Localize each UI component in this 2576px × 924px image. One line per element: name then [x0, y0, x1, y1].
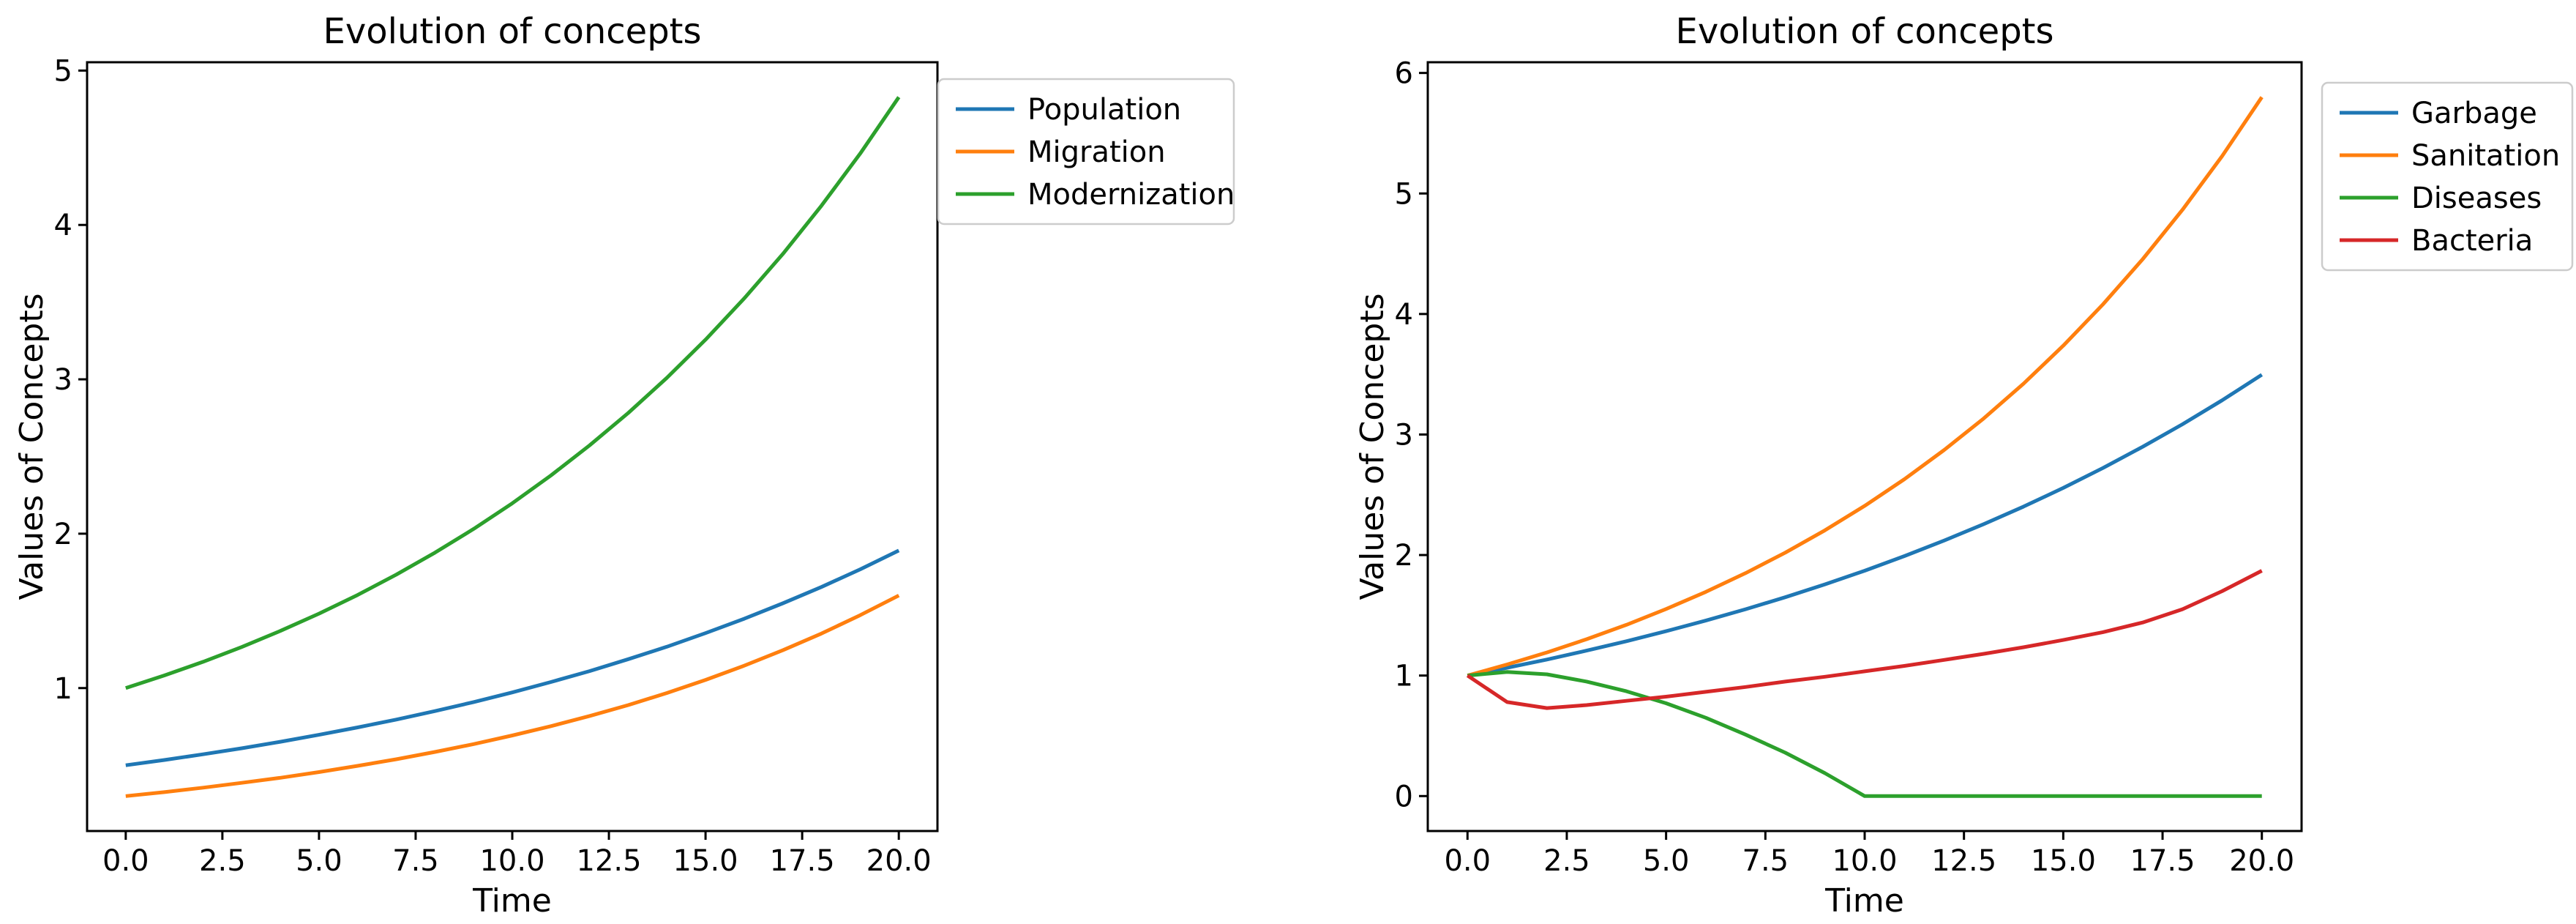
x-axis-label: Time	[1824, 882, 1904, 920]
x-tick-label: 20.0	[866, 844, 932, 878]
x-tick-label: 12.5	[1931, 844, 1996, 878]
x-tick-label: 15.0	[673, 844, 738, 878]
x-tick-label: 5.0	[1643, 844, 1690, 878]
x-tick-label: 7.5	[1742, 844, 1789, 878]
x-tick-label: 7.5	[392, 844, 439, 878]
x-tick-label: 20.0	[2229, 844, 2294, 878]
legend-item: Modernization	[956, 178, 1235, 212]
y-tick-label: 5	[54, 54, 72, 88]
line-bacteria	[1466, 569, 2263, 710]
y-tick-label: 4	[54, 209, 72, 242]
y-tick-label: 2	[54, 518, 72, 551]
x-axis: 0.0 2.5 5.0 7.5 10.0 12.5 15.0 17.5 20.0	[1444, 831, 2294, 878]
legend-box	[937, 78, 1235, 226]
x-tick-label: 10.0	[479, 844, 544, 878]
y-tick-label: 1	[54, 672, 72, 706]
legend-item: Migration	[956, 135, 1166, 169]
line-population	[125, 548, 900, 767]
legend-item-label: Modernization	[1027, 178, 1235, 212]
legend-item: Garbage	[2340, 97, 2537, 130]
legend-item: Bacteria	[2340, 224, 2533, 258]
legend-item: Population	[956, 93, 1181, 127]
y-axis-label: Values of Concepts	[1354, 293, 1391, 600]
y-tick-label: 4	[1395, 298, 1413, 332]
legend-item-label: Diseases	[2411, 182, 2542, 215]
x-tick-label: 2.5	[199, 844, 246, 878]
plot-area	[87, 62, 937, 831]
legend-item-label: Bacteria	[2411, 224, 2533, 258]
x-tick-label: 0.0	[1444, 844, 1491, 878]
legend-item-label: Migration	[1027, 135, 1166, 169]
chart-title: Evolution of concepts	[323, 11, 702, 52]
y-tick-label: 3	[54, 363, 72, 397]
legend-item-label: Garbage	[2411, 97, 2537, 130]
x-axis-label: Time	[472, 882, 552, 920]
y-tick-label: 2	[1395, 539, 1413, 573]
line-sanitation	[1467, 96, 2264, 678]
legend: Garbage Sanitation Diseases Bacteria	[2321, 81, 2574, 272]
plot-area	[1428, 62, 2302, 831]
legend-item: Sanitation	[2340, 139, 2560, 173]
chart-title: Evolution of concepts	[1676, 11, 2054, 52]
chart-left: 0.0 2.5 5.0 7.5 10.0 12.5 15.0 17.5 20.0 1 2 3 4 5 Evo…	[13, 11, 1235, 920]
x-tick-label: 10.0	[1832, 844, 1897, 878]
line-modernization	[125, 96, 901, 690]
legend-item-label: Population	[1027, 93, 1181, 127]
x-tick-label: 17.5	[2130, 844, 2195, 878]
line-garbage	[1467, 373, 2264, 678]
legend-box	[2321, 81, 2574, 272]
y-tick-label: 6	[1395, 57, 1413, 91]
y-tick-label: 1	[1395, 660, 1413, 693]
chart-right: 0.0 2.5 5.0 7.5 10.0 12.5 15.0 17.5 20.0 0 1 2 3 4 5 6 E…	[1354, 11, 2574, 920]
x-tick-label: 17.5	[770, 844, 835, 878]
line-diseases	[1467, 670, 2262, 798]
x-tick-label: 2.5	[1543, 844, 1590, 878]
legend-item-label: Sanitation	[2411, 139, 2560, 173]
x-axis: 0.0 2.5 5.0 7.5 10.0 12.5 15.0 17.5 20.0	[102, 831, 932, 878]
y-axis: 0 1 2 3 4 5 6	[1395, 57, 1428, 813]
x-tick-label: 15.0	[2031, 844, 2096, 878]
y-tick-label: 5	[1395, 177, 1413, 211]
legend: Population Migration Modernization	[937, 78, 1235, 226]
y-axis-label: Values of Concepts	[13, 293, 50, 600]
x-tick-label: 0.0	[102, 844, 149, 878]
y-tick-label: 3	[1395, 418, 1413, 452]
x-tick-label: 12.5	[577, 844, 642, 878]
y-tick-label: 0	[1395, 780, 1413, 813]
y-axis: 1 2 3 4 5	[54, 54, 87, 706]
line-migration	[125, 594, 900, 798]
legend-item: Diseases	[2340, 182, 2542, 215]
x-tick-label: 5.0	[296, 844, 342, 878]
